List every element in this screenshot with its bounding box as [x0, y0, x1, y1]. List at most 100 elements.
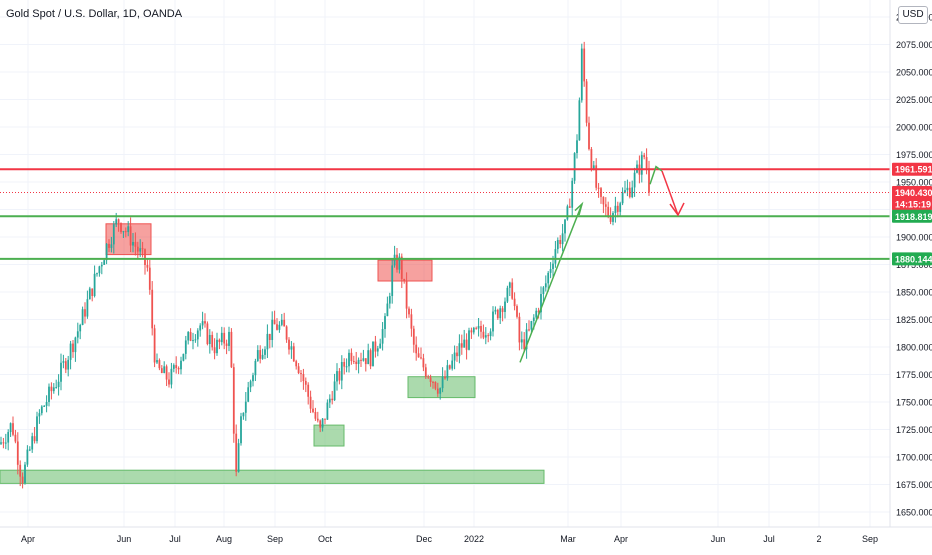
candle-body [321, 418, 324, 428]
candle-body [468, 330, 470, 350]
candle-body [144, 249, 146, 265]
candle-body [252, 375, 254, 382]
candle-body [571, 180, 574, 208]
demand-zone-dec [407, 376, 476, 399]
candle-body [112, 224, 115, 245]
candle-body [168, 379, 170, 385]
candle-body [93, 273, 96, 297]
candle-body [350, 352, 353, 361]
candle-body [470, 330, 473, 333]
y-tick-label: 1675.000 [896, 480, 932, 490]
candle-body [124, 231, 127, 233]
candle-body [182, 353, 185, 361]
candle-body [516, 306, 518, 317]
candle-body [292, 346, 295, 362]
candle-body [288, 339, 290, 350]
candle-body [57, 381, 60, 388]
candle-body [393, 254, 396, 266]
candle-body [266, 333, 269, 350]
currency-button[interactable]: USD [898, 6, 928, 24]
candle-body [417, 353, 420, 358]
candle-body [597, 187, 600, 189]
candle-body [105, 243, 108, 261]
candle-body [297, 366, 300, 374]
candle-body [408, 308, 410, 315]
candle-body [187, 332, 190, 341]
y-tick-label: 2050.000 [896, 68, 932, 78]
candle-body [453, 352, 456, 361]
price-label-text-current-price: 1940.430 [895, 188, 932, 198]
candle-body [626, 187, 629, 191]
candle-body [487, 335, 490, 337]
candle-body [624, 190, 626, 193]
candle-body [552, 263, 554, 270]
candle-body [415, 344, 418, 354]
candle-body [328, 398, 331, 403]
candle-body [314, 412, 317, 419]
candle-body [631, 187, 634, 198]
candle-body [81, 309, 84, 326]
x-tick-label: Apr [21, 534, 35, 544]
candle-body [456, 352, 458, 357]
candle-body [364, 358, 367, 365]
candle-body [542, 287, 545, 295]
candle-body [14, 434, 17, 442]
candle-body [523, 339, 526, 350]
candle-body [525, 329, 528, 350]
candle-body [134, 241, 137, 247]
candle-body [67, 359, 70, 370]
candle-body [213, 347, 216, 354]
candle-body [477, 326, 480, 329]
candle-body [129, 226, 132, 246]
candle-body [583, 48, 586, 82]
candle-body [362, 358, 365, 361]
candle-body [372, 341, 374, 367]
candle-body [333, 381, 336, 401]
price-label-support-1 [892, 209, 932, 223]
candle-body [556, 239, 559, 250]
candle-body [9, 423, 12, 433]
candle-body [74, 337, 77, 353]
candle-body [376, 348, 379, 352]
candle-body [492, 311, 494, 332]
candle-body [196, 330, 199, 340]
zones [0, 223, 545, 484]
candle-body [79, 325, 82, 332]
candle-body [499, 308, 502, 319]
candle-body [405, 280, 408, 309]
candle-body [520, 339, 523, 343]
candle-body [139, 248, 142, 252]
grid [0, 0, 890, 527]
x-tick-label: Jun [711, 534, 726, 544]
candle-body [225, 343, 228, 346]
candle-body [384, 316, 386, 330]
candle-body [396, 254, 398, 270]
candle-body [64, 361, 67, 370]
horizontal-lines[interactable] [0, 168, 890, 260]
candle-body [232, 367, 235, 434]
candle-body [117, 219, 120, 224]
candles [0, 41, 650, 489]
candle-body [585, 81, 588, 123]
candle-body [422, 358, 425, 368]
y-tick-label: 2075.000 [896, 40, 932, 50]
supply-zone-nov [377, 259, 433, 282]
y-tick-label: 1825.000 [896, 315, 932, 325]
candle-body [410, 314, 413, 329]
candle-body [532, 317, 535, 322]
price-label-countdown [892, 197, 932, 211]
x-tick-label: 2022 [464, 534, 484, 544]
price-label-resistance [892, 162, 932, 176]
candle-body [122, 231, 125, 233]
candle-body [165, 366, 168, 380]
y-tick-label: 1725.000 [896, 425, 932, 435]
candle-body [484, 335, 487, 338]
candle-body [43, 405, 46, 407]
y-tick-label: 1950.000 [896, 178, 932, 188]
candle-body [4, 442, 7, 444]
candle-body [326, 402, 329, 420]
candle-body [189, 332, 192, 341]
